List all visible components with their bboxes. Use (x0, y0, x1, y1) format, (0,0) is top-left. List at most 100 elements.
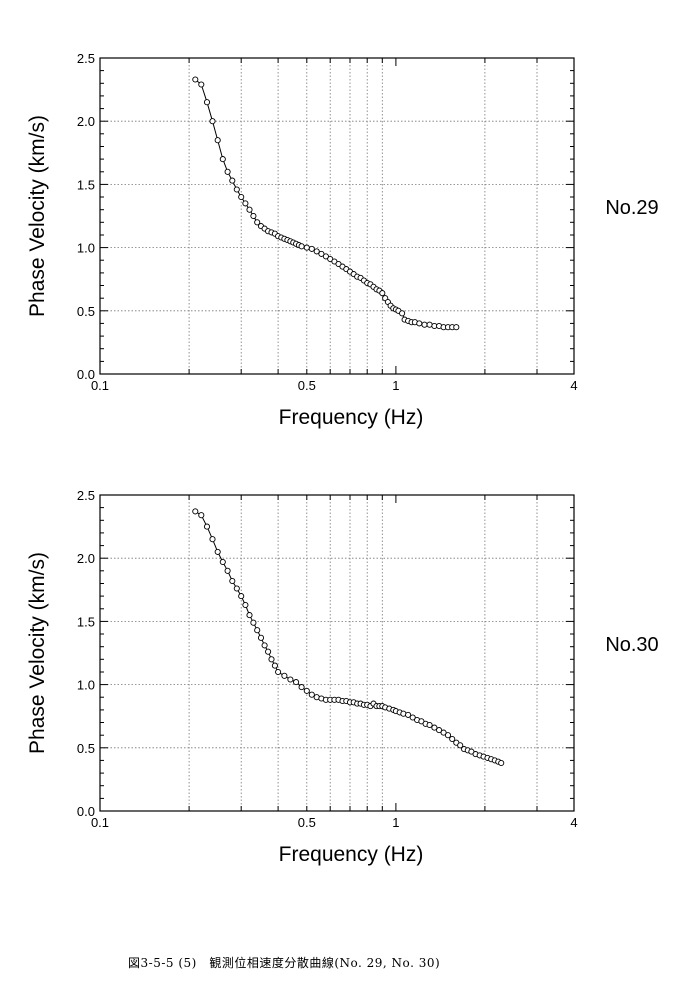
station-label: No.30 (605, 634, 658, 656)
data-point (293, 679, 300, 686)
x-tick-label: 1 (392, 378, 399, 393)
x-tick-label: 0.1 (91, 378, 109, 393)
x-tick-label: 0.5 (298, 378, 316, 393)
y-tick-label: 1.5 (77, 177, 95, 192)
data-point (250, 212, 257, 220)
data-point (203, 523, 211, 530)
data-point (303, 244, 310, 251)
y-axis-title: Phase Velocity (km/s) (26, 115, 49, 317)
y-tick-label: 2.5 (77, 51, 95, 66)
y-tick-label: 1.0 (77, 241, 95, 256)
data-point (281, 672, 288, 679)
data-point (308, 691, 315, 698)
data-point (209, 118, 216, 125)
data-point (233, 186, 240, 193)
plot-frame (99, 494, 575, 812)
plot-frame (99, 57, 575, 375)
data-point (209, 536, 216, 543)
data-point (198, 81, 205, 88)
data-point (238, 193, 245, 201)
y-tick-label: 0.0 (77, 804, 95, 819)
data-point (457, 742, 464, 749)
y-tick-label: 2.5 (77, 488, 95, 503)
data-point (242, 200, 249, 207)
data-series (192, 76, 460, 331)
data-point (229, 577, 236, 585)
y-tick-label: 0.5 (77, 741, 95, 756)
y-tick-label: 0.5 (77, 304, 95, 319)
y-tick-label: 1.0 (77, 678, 95, 693)
data-point (287, 676, 294, 683)
data-point (224, 168, 231, 175)
chart-svg: 0.1 0.5 1 4 0.0 0.5 1.0 1.5 2.0 2.5 Frequency (Hz)… (26, 488, 659, 866)
y-tick-label: 2.0 (77, 114, 95, 129)
data-point (219, 156, 226, 163)
figure-caption: 図3-5-5 (5) 観測位相速度分散曲線(No. 29, No. 30) (128, 956, 441, 970)
data-point (275, 668, 282, 676)
data-point (313, 248, 320, 255)
dispersion-chart-no30: 0.1 0.5 1 4 0.0 0.5 1.0 1.5 2.0 2.5 Frequency (Hz)… (0, 437, 688, 877)
data-point (224, 567, 231, 574)
data-point (431, 724, 438, 731)
data-point (254, 219, 261, 226)
data-point (192, 508, 199, 515)
x-tick-label: 4 (570, 815, 577, 830)
data-point (444, 732, 452, 739)
data-point (246, 612, 253, 619)
data-point (261, 642, 268, 649)
data-point (498, 759, 505, 767)
data-series (192, 508, 505, 767)
y-tick-label: 1.5 (77, 614, 95, 629)
data-point (214, 548, 221, 555)
data-point (268, 656, 275, 663)
data-point (257, 634, 265, 641)
series-line (194, 79, 457, 328)
dispersion-chart-no29: 0.1 0.5 1 4 0.0 0.5 1.0 1.5 2.0 2.5 Frequency (Hz)… (0, 0, 688, 440)
y-tick-label: 2.0 (77, 551, 95, 566)
data-point (242, 601, 249, 609)
x-axis-title: Frequency (Hz) (279, 406, 424, 429)
data-point (246, 206, 253, 213)
data-point (271, 662, 278, 669)
y-axis-title: Phase Velocity (km/s) (26, 552, 49, 754)
data-point (214, 137, 221, 144)
data-point (298, 243, 305, 250)
data-point (409, 714, 416, 721)
x-tick-label: 0.1 (91, 815, 109, 830)
y-tick-label: 0.0 (77, 367, 95, 382)
data-point (238, 593, 245, 600)
data-point (219, 558, 226, 566)
x-tick-label: 1 (392, 815, 399, 830)
data-point (449, 735, 456, 743)
data-point (303, 687, 310, 694)
x-tick-label: 0.5 (298, 815, 316, 830)
data-point (421, 321, 428, 328)
grid (100, 495, 574, 811)
data-point (399, 310, 406, 317)
data-point (416, 320, 423, 327)
data-point (426, 721, 433, 729)
data-point (298, 684, 305, 691)
axis-ticks (99, 495, 574, 811)
x-axis-title: Frequency (Hz) (279, 843, 424, 866)
data-point (453, 324, 460, 331)
axis-ticks (99, 58, 574, 374)
x-tick-label: 4 (570, 378, 577, 393)
data-point (198, 512, 205, 519)
data-point (254, 627, 261, 634)
data-point (405, 711, 412, 718)
data-point (250, 619, 257, 626)
chart-svg: 0.1 0.5 1 4 0.0 0.5 1.0 1.5 2.0 2.5 Frequency (Hz)… (26, 51, 659, 429)
data-point (318, 250, 325, 257)
data-point (379, 290, 386, 297)
data-point (229, 177, 236, 184)
data-point (203, 99, 211, 106)
data-point (322, 253, 329, 260)
data-point (265, 648, 272, 655)
data-point (192, 76, 199, 83)
series-line (195, 510, 502, 764)
station-label: No.29 (605, 197, 658, 219)
data-point (308, 245, 315, 252)
data-point (440, 729, 447, 736)
grid (100, 58, 574, 374)
